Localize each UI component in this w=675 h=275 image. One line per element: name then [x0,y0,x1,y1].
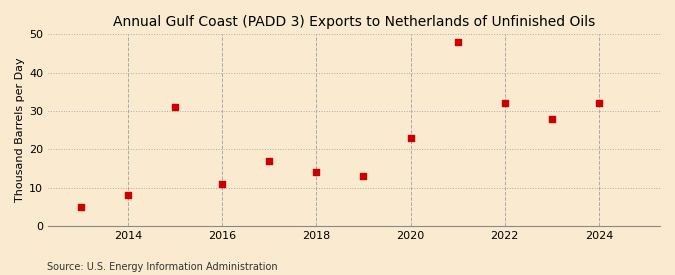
Point [170,105,181,109]
Text: Source: U.S. Energy Information Administration: Source: U.S. Energy Information Administ… [47,262,278,272]
Point [593,101,604,106]
Point [405,136,416,140]
Point [123,193,134,197]
Point [500,101,510,106]
Point [546,116,557,121]
Point [217,182,227,186]
Point [76,205,86,209]
Point [311,170,322,174]
Point [264,159,275,163]
Y-axis label: Thousand Barrels per Day: Thousand Barrels per Day [15,58,25,202]
Point [358,174,369,178]
Point [452,40,463,44]
Title: Annual Gulf Coast (PADD 3) Exports to Netherlands of Unfinished Oils: Annual Gulf Coast (PADD 3) Exports to Ne… [113,15,595,29]
